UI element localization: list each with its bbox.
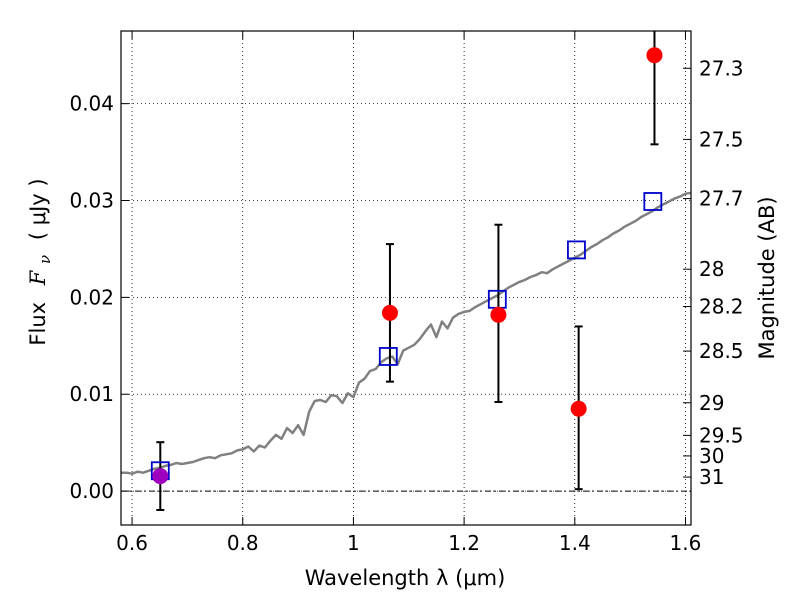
y-tick-label: 0.04	[69, 92, 114, 116]
y-axis-title-unit: ( μJy )	[26, 178, 50, 240]
x-tick-label: 1	[347, 531, 360, 555]
observed-points	[152, 47, 663, 485]
observed-point	[570, 400, 587, 417]
y-axis-title-text: Flux	[26, 302, 50, 346]
y2-axis-title: Magnitude (AB)	[755, 196, 779, 359]
y-tick-label: 0.00	[69, 479, 114, 503]
y2-tick-label: 29	[699, 391, 724, 415]
y2-tick-label: 27.7	[699, 187, 744, 211]
y-axis-title: Flux F ν ( μJy )	[26, 178, 55, 345]
synthetic-point	[643, 192, 663, 211]
x-tick-label: 1.4	[559, 531, 591, 555]
plot-frame	[120, 30, 692, 526]
y2-tick-label: 27.5	[699, 127, 744, 151]
y-axis-title-subscript: ν	[36, 255, 54, 264]
y-tick-label: 0.03	[69, 189, 114, 213]
x-axis-title: Wavelength λ (μm)	[305, 566, 506, 590]
x-axis-ticks: 0.6 0.8 1 1.2 1.4 1.6	[116, 31, 701, 555]
y-axis-title-symbol: F	[26, 269, 50, 286]
y-axis-ticks: 0.00 0.01 0.02 0.03 0.04	[69, 92, 129, 503]
observed-point	[646, 47, 663, 64]
model-spectrum-line	[121, 191, 692, 475]
x-tick-label: 0.8	[227, 531, 259, 555]
y2-tick-label: 28.5	[699, 339, 744, 363]
y-tick-label: 0.01	[69, 382, 114, 406]
observed-point	[490, 306, 507, 323]
y2-tick-label: 31	[699, 465, 724, 489]
y-tick-label: 0.02	[69, 285, 114, 309]
x-tick-label: 1.2	[448, 531, 480, 555]
y2-tick-label: 30	[699, 444, 724, 468]
synthetic-point	[378, 347, 398, 366]
observed-point	[152, 468, 169, 485]
x-tick-label: 0.6	[116, 531, 148, 555]
y2-tick-label: 27.3	[699, 56, 744, 80]
y2-tick-label: 29.5	[699, 423, 744, 447]
synthetic-point	[567, 240, 586, 260]
x-tick-label: 1.6	[670, 531, 702, 555]
y2-tick-label: 28.2	[699, 295, 744, 319]
observed-point	[381, 304, 398, 321]
y2-tick-label: 28	[699, 257, 724, 281]
